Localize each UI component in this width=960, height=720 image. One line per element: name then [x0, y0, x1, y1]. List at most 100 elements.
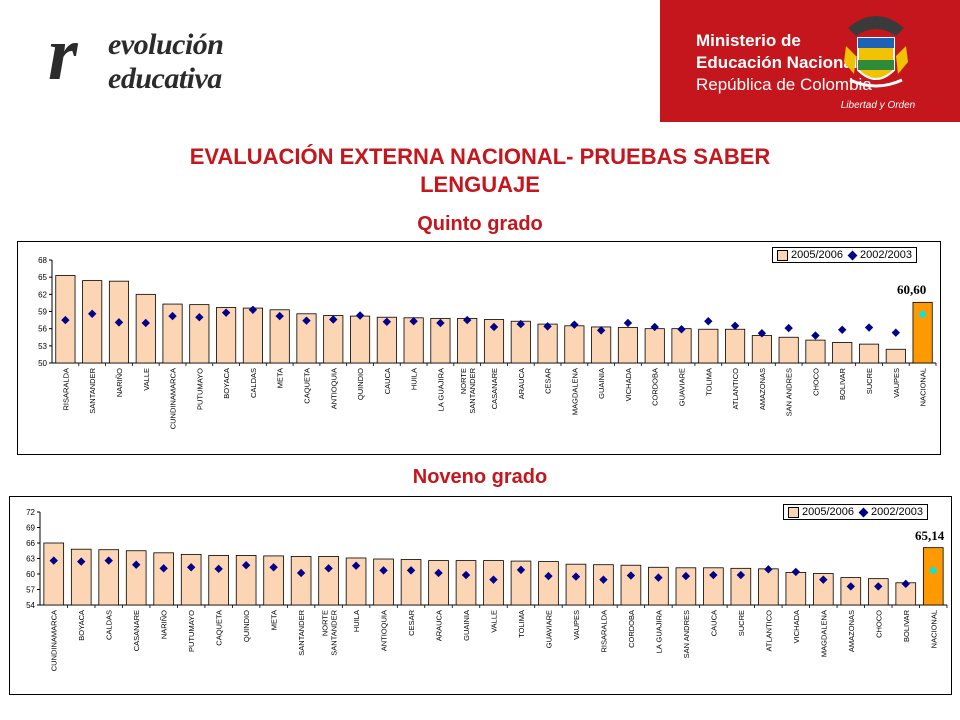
quinto-y-tick-label: 62 [38, 290, 47, 299]
noveno-bar-boyaca [70, 548, 92, 606]
noveno-x-tick-label-casanare: CASANARE [132, 610, 141, 651]
crest-caption: Libertad y Orden [840, 100, 916, 111]
quinto-point-guaviare [677, 325, 686, 334]
noveno-x-tick-label-putumayo: PUTUMAYO [187, 610, 196, 652]
legend-diamond-swatch [847, 250, 858, 260]
noveno-point-norte-santander [324, 564, 333, 573]
quinto-point-meta [275, 311, 284, 321]
quinto-point-vichada [623, 318, 633, 328]
quinto-bar-la-guajira [430, 317, 451, 364]
legend-diamond-swatch [858, 507, 869, 517]
quinto-point-putumayo [195, 313, 204, 322]
quinto-bar-nacional [912, 301, 933, 364]
quinto-bar-cundinamarca [162, 303, 183, 364]
quinto-point-amazonas [757, 329, 767, 338]
quinto-bar-valle [135, 293, 156, 364]
quinto-bar-cordoba [644, 328, 665, 364]
noveno-x-tick-label-nacional: NACIONAL [929, 610, 938, 648]
quinto-bar-san-andres [778, 336, 799, 364]
noveno-x-tick-label-cesar: CESAR [407, 609, 416, 635]
quinto-bar-atlantico [725, 328, 746, 364]
ministry-banner [660, 0, 960, 122]
noveno-x-tick-label-sucre: SUCRE [737, 610, 746, 636]
quinto-bar-putumayo [189, 304, 210, 364]
noveno-point-san-andres [681, 571, 691, 581]
quinto-x-tick-label-choco: CHOCO [811, 368, 820, 396]
noveno-point-cordoba [626, 571, 636, 580]
noveno-x-tick-label-nariño: NARIÑO [160, 610, 169, 639]
quinto-point-caldas [248, 305, 258, 314]
ministry-name: Ministerio de Educación Nacional Repúbli… [696, 30, 872, 96]
noveno-x-tick-label-amazonas: AMAZONAS [847, 610, 856, 652]
logo-word-educativa: educativa [108, 62, 222, 95]
noveno-x-tick-label-magdalena: MAGDALENA [819, 610, 828, 657]
quinto-bar-bolivar [832, 342, 853, 364]
noveno-x-tick-label-caqueta: CAQUETA [215, 610, 224, 646]
quinto-point-nacional [918, 310, 927, 319]
quinto-point-norte-santander [463, 315, 472, 325]
noveno-x-tick-label-risaralda: RISARALDA [599, 610, 608, 653]
noveno-point-risaralda [599, 575, 608, 584]
quinto-x-tick-label-risaralda: RISARALDA [61, 368, 70, 411]
noveno-bar-putumayo [180, 553, 202, 606]
quinto-point-boyaca [221, 308, 231, 317]
quinto-y-tick-label: 53 [38, 342, 47, 351]
noveno-bar-cundinamarca [43, 542, 65, 606]
quinto-bar-boyaca [216, 307, 237, 364]
noveno-bar-guaviare [538, 561, 559, 606]
noveno-point-magdalena [819, 575, 828, 584]
quinto-bar-quindio [350, 315, 371, 364]
noveno-bar-quindio [235, 555, 257, 606]
quinto-bar-santander [82, 280, 103, 364]
noveno-bar-caqueta [208, 555, 229, 606]
quinto-x-tick-label-casanare: CASANARE [490, 368, 499, 409]
chart-title-quinto: Quinto grado [417, 213, 543, 235]
noveno-point-sucre [736, 570, 746, 580]
quinto-x-tick-label-nariño: NARIÑO [115, 368, 124, 397]
legend-label-2002: 2002/2003 [860, 249, 912, 261]
quinto-point-santander [87, 309, 97, 318]
noveno-x-tick-label-arauca: ARAUCA [435, 610, 444, 641]
colombia-coat-of-arms-icon [844, 16, 908, 88]
noveno-x-tick-label-cundinamarca: CUNDINAMARCA [50, 610, 59, 671]
quinto-x-tick-label-magdalena: MAGDALENA [570, 368, 579, 415]
noveno-x-tick-label-valle: VALLE [490, 610, 499, 633]
legend-bar-swatch [777, 249, 788, 261]
quinto-point-cesar [543, 322, 552, 331]
quinto-x-tick-label-atlantico: ATLANTICO [731, 368, 740, 410]
quinto-point-san-andres [784, 323, 793, 333]
quinto-point-valle [141, 318, 150, 328]
quinto-point-bolivar [838, 325, 847, 335]
quinto-x-tick-label-norte-santander: NORTESANTANDER [459, 367, 477, 413]
noveno-point-cundinamarca [49, 556, 58, 565]
quinto-point-casanare [489, 322, 499, 332]
quinto-point-atlantico [730, 321, 740, 331]
national-data-label-noveno: 65,14 [915, 528, 945, 543]
legend-label-2002: 2002/2003 [871, 506, 923, 518]
quinto-bar-norte-santander [457, 317, 478, 364]
quinto-bar-caqueta [296, 313, 317, 364]
legend-label-2005: 2005/2006 [802, 506, 854, 518]
noveno-bar-huila [345, 557, 367, 606]
quinto-point-la-guajira [436, 318, 445, 328]
quinto-bar-tolima [698, 328, 719, 364]
noveno-x-tick-label-atlantico: ATLANTICO [764, 610, 773, 652]
noveno-point-nacional [929, 566, 938, 575]
noveno-bar-cordoba [620, 564, 642, 606]
quinto-point-sucre [864, 323, 874, 332]
noveno-bar-magdalena [813, 573, 834, 606]
quinto-x-tick-label-caldas: CALDAS [249, 368, 258, 398]
noveno-point-vichada [791, 567, 801, 577]
noveno-y-tick-label: 69 [26, 524, 35, 533]
quinto-bar-cauca [376, 316, 397, 364]
quinto-point-cundinamarca [168, 311, 177, 321]
noveno-point-amazonas [846, 582, 856, 591]
main-title: EVALUACIÓN EXTERNA NACIONAL- PRUEBAS SAB… [80, 143, 880, 199]
quinto-x-tick-label-cesar: CESAR [544, 367, 553, 393]
quinto-point-choco [811, 331, 820, 340]
quinto-bar-meta [269, 309, 290, 364]
noveno-y-tick-label: 60 [26, 570, 35, 579]
legend-bar-swatch [788, 506, 799, 518]
noveno-bar-atlantico [758, 568, 779, 606]
quinto-x-tick-label-arauca: ARAUCA [517, 368, 526, 399]
